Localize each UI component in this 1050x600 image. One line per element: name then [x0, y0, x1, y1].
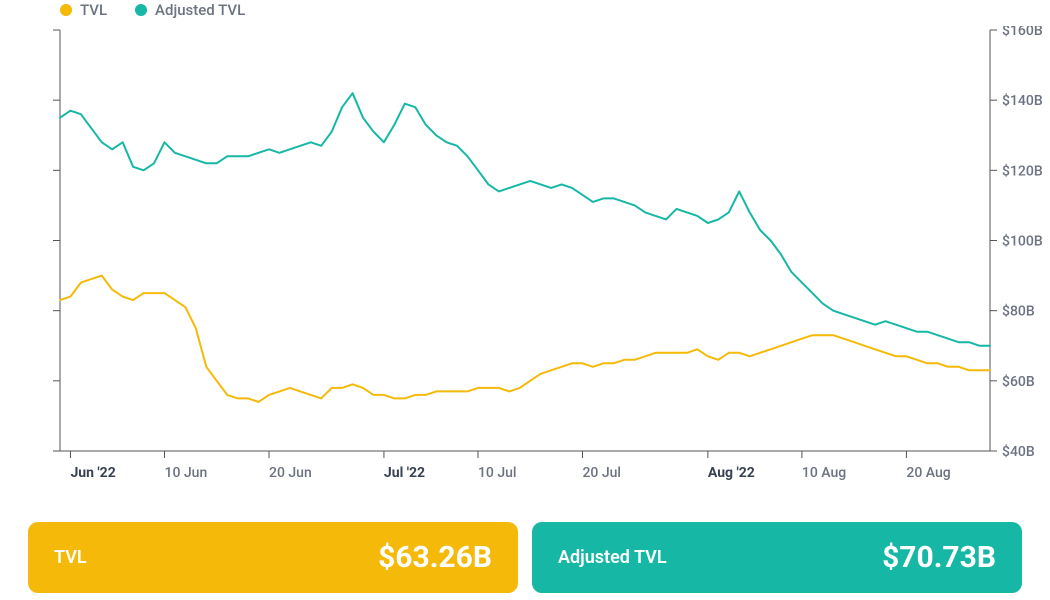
svg-text:$120B: $120B	[1002, 162, 1043, 179]
tvl-line-chart[interactable]: $40B $60B $80B $100B $120B $140B $160B Jun '22 1…	[0, 26, 1050, 494]
svg-text:$60B: $60B	[1002, 373, 1035, 390]
svg-text:Jun '22: Jun '22	[70, 465, 115, 481]
legend-dot-icon	[60, 4, 72, 16]
card-label: Adjusted TVL	[558, 547, 667, 568]
svg-text:20 Aug: 20 Aug	[906, 465, 950, 481]
legend-label: Adjusted TVL	[155, 1, 245, 19]
chart-legend: TVL Adjusted TVL	[0, 0, 1050, 26]
legend-dot-icon	[135, 4, 147, 16]
legend-item-tvl[interactable]: TVL	[60, 1, 107, 19]
card-value: $63.26B	[378, 540, 492, 575]
svg-text:Jul '22: Jul '22	[384, 465, 425, 481]
svg-text:Aug '22: Aug '22	[708, 465, 755, 481]
svg-text:$40B: $40B	[1002, 443, 1035, 460]
svg-text:$140B: $140B	[1002, 92, 1043, 109]
legend-item-adjusted-tvl[interactable]: Adjusted TVL	[135, 1, 245, 19]
card-value: $70.73B	[882, 540, 996, 575]
svg-text:20 Jun: 20 Jun	[269, 465, 312, 481]
card-tvl: TVL $63.26B	[28, 522, 518, 593]
svg-text:10 Aug: 10 Aug	[802, 465, 846, 481]
svg-text:10 Jul: 10 Jul	[478, 465, 517, 481]
svg-text:$100B: $100B	[1002, 233, 1043, 250]
summary-cards: TVL $63.26B Adjusted TVL $70.73B	[0, 494, 1050, 593]
svg-text:10 Jun: 10 Jun	[164, 465, 207, 481]
card-label: TVL	[54, 547, 87, 568]
svg-text:20 Jul: 20 Jul	[582, 465, 621, 481]
legend-label: TVL	[80, 1, 107, 19]
card-adjusted-tvl: Adjusted TVL $70.73B	[532, 522, 1022, 593]
svg-text:$80B: $80B	[1002, 303, 1035, 320]
svg-text:$160B: $160B	[1002, 26, 1043, 39]
